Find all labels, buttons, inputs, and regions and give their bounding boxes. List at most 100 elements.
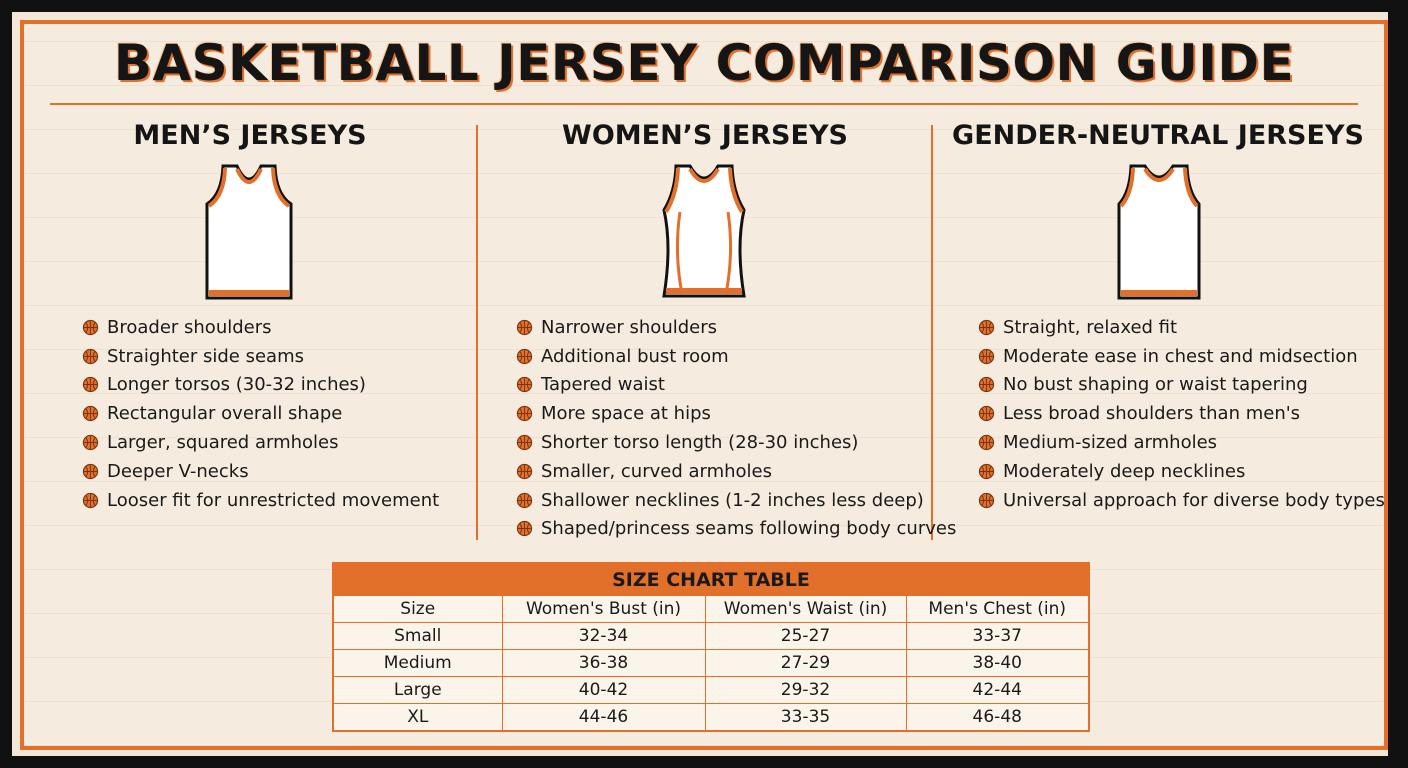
- feature-text: Tapered waist: [541, 374, 665, 396]
- bullet-icon: [516, 406, 533, 422]
- bullet-icon: [978, 463, 995, 480]
- mens-jersey-icon: [205, 164, 293, 300]
- bullet-icon: [82, 319, 99, 336]
- column-heading: GENDER-NEUTRAL JERSEYS: [952, 120, 1364, 151]
- feature-item: Shallower necklines (1-2 inches less dee…: [516, 486, 956, 515]
- table-cell: 42-44: [905, 676, 1088, 704]
- feature-item: Larger, squared armholes: [82, 428, 439, 457]
- feature-item: Shaped/princess seams following body cur…: [516, 515, 956, 544]
- feature-list: Broader shoulders Straighter side seams Lo…: [82, 313, 439, 515]
- court-background: [20, 20, 1388, 750]
- bullet-icon: [516, 319, 533, 336]
- table-cell: 29-32: [704, 676, 907, 704]
- table-cell: 46-48: [905, 703, 1088, 730]
- size-table: Size Women's Bust (in) Women's Waist (in) M…: [334, 596, 1088, 730]
- bullet-icon: [978, 377, 995, 393]
- feature-text: Larger, squared armholes: [107, 432, 339, 454]
- table-cell: 44-46: [501, 703, 706, 730]
- bullet-icon: [978, 492, 995, 508]
- feature-item: Additional bust room: [516, 342, 956, 371]
- feature-item: More space at hips: [516, 399, 956, 428]
- feature-text: Longer torsos (30-32 inches): [107, 374, 366, 396]
- feature-item: Deeper V-necks: [82, 457, 439, 486]
- feature-text: More space at hips: [541, 403, 711, 425]
- feature-text: Medium-sized armholes: [1003, 432, 1218, 454]
- feature-text: Less broad shoulders than men's: [1003, 403, 1301, 425]
- bullet-icon: [82, 377, 99, 393]
- bullet-icon: [82, 492, 99, 508]
- feature-text: Straight, relaxed fit: [1003, 316, 1178, 338]
- table-row: Large 40-42 29-32 42-44: [334, 676, 1088, 704]
- bullet-icon: [516, 348, 533, 364]
- bullet-icon: [978, 406, 995, 422]
- feature-list: Straight, relaxed fit Moderate ease in ch…: [978, 313, 1385, 515]
- bullet-icon: [82, 463, 99, 480]
- feature-list: Narrower shoulders Additional bust room Ta…: [516, 313, 956, 543]
- feature-item: No bust shaping or waist tapering: [978, 371, 1385, 400]
- bullet-icon: [978, 319, 995, 336]
- feature-text: Narrower shoulders: [541, 316, 718, 338]
- bullet-icon: [978, 348, 995, 364]
- bullet-icon: [978, 434, 995, 451]
- table-cell: 33-35: [704, 703, 907, 730]
- feature-text: Universal approach for diverse body type…: [1003, 489, 1385, 511]
- feature-text: Shaped/princess seams following body cur…: [541, 518, 957, 540]
- table-cell: Large: [334, 676, 503, 704]
- womens-jersey-icon: [662, 164, 746, 298]
- feature-text: Rectangular overall shape: [107, 403, 343, 425]
- table-cell: 38-40: [905, 649, 1088, 677]
- feature-item: Moderate ease in chest and midsection: [978, 342, 1385, 371]
- bullet-icon: [516, 434, 533, 451]
- feature-text: Additional bust room: [541, 345, 729, 367]
- neutral-jersey-icon: [1117, 164, 1201, 300]
- bullet-icon: [516, 377, 533, 393]
- table-row: Small 32-34 25-27 33-37: [334, 622, 1088, 650]
- table-cell: 27-29: [704, 649, 907, 677]
- table-cell: 33-37: [905, 622, 1088, 650]
- feature-item: Shorter torso length (28-30 inches): [516, 428, 956, 457]
- size-chart: SIZE CHART TABLE Size Women's Bust (in) Wo…: [332, 562, 1090, 732]
- bullet-icon: [82, 406, 99, 422]
- title: BASKETBALL JERSEY COMPARISON GUIDE: [113, 34, 1295, 92]
- feature-item: Moderately deep necklines: [978, 457, 1385, 486]
- table-row: XL 44-46 33-35 46-48: [334, 703, 1088, 730]
- column-heading: MEN’S JERSEYS: [133, 120, 367, 151]
- feature-item: Straight, relaxed fit: [978, 313, 1385, 342]
- table-row: Medium 36-38 27-29 38-40: [334, 649, 1088, 677]
- header-cell: Women's Waist (in): [704, 596, 907, 623]
- table-cell: 32-34: [501, 622, 706, 650]
- feature-item: Looser fit for unrestricted movement: [82, 486, 439, 515]
- table-cell: XL: [334, 703, 503, 730]
- feature-item: Less broad shoulders than men's: [978, 399, 1385, 428]
- feature-text: Deeper V-necks: [107, 460, 249, 482]
- table-cell: 36-38: [501, 649, 706, 677]
- size-chart-title: SIZE CHART TABLE: [334, 564, 1088, 596]
- header-cell: Men's Chest (in): [905, 596, 1088, 623]
- feature-item: Broader shoulders: [82, 313, 439, 342]
- feature-item: Rectangular overall shape: [82, 399, 439, 428]
- header-row: Size Women's Bust (in) Women's Waist (in) M…: [334, 596, 1088, 623]
- feature-item: Straighter side seams: [82, 342, 439, 371]
- divider: [476, 125, 478, 540]
- table-cell: 40-42: [501, 676, 706, 704]
- feature-text: Looser fit for unrestricted movement: [107, 489, 440, 511]
- bullet-icon: [516, 492, 533, 508]
- column-heading: WOMEN’S JERSEYS: [562, 120, 848, 151]
- feature-text: Broader shoulders: [107, 316, 272, 338]
- bullet-icon: [82, 348, 99, 364]
- table-cell: Small: [334, 622, 503, 650]
- header-cell: Size: [334, 596, 503, 623]
- feature-item: Narrower shoulders: [516, 313, 956, 342]
- bullet-icon: [82, 434, 99, 451]
- divider: [931, 125, 933, 540]
- feature-text: Smaller, curved armholes: [541, 460, 773, 482]
- table-cell: 25-27: [704, 622, 907, 650]
- header-cell: Women's Bust (in): [501, 596, 706, 623]
- feature-text: No bust shaping or waist tapering: [1003, 374, 1308, 396]
- title-rule: [50, 103, 1358, 105]
- feature-item: Longer torsos (30-32 inches): [82, 371, 439, 400]
- table-cell: Medium: [334, 649, 503, 677]
- bullet-icon: [516, 463, 533, 480]
- feature-text: Shallower necklines (1-2 inches less dee…: [541, 489, 924, 511]
